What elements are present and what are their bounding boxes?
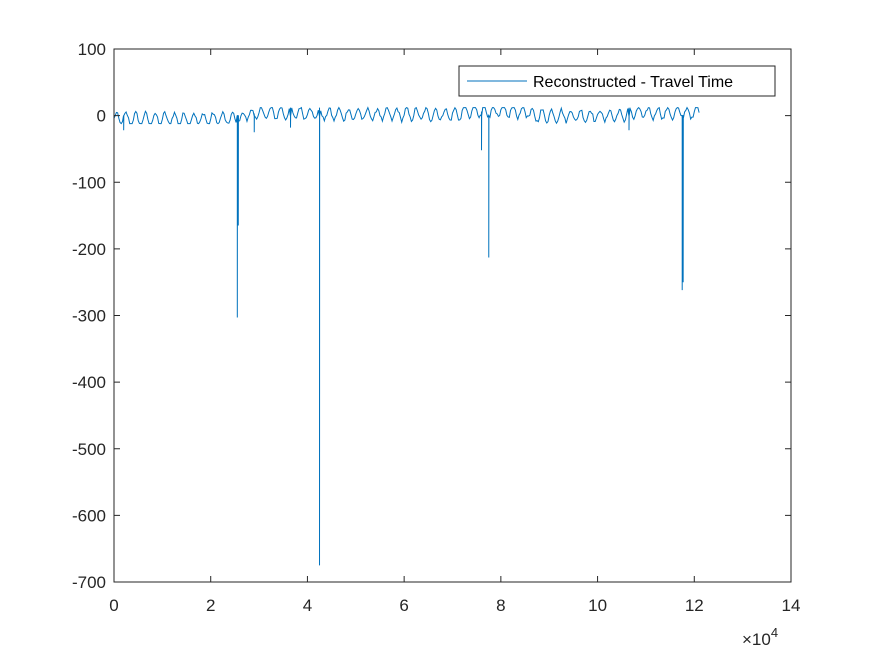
x-tick-label: 10 [588,596,607,615]
x-exponent-label: ×104 [742,625,778,649]
legend-entry-label: Reconstructed - Travel Time [533,74,733,91]
y-tick-label: -700 [72,573,106,592]
y-tick-label: -600 [72,506,106,525]
y-tick-label: -200 [72,240,106,259]
tick-labels-layer: 0 2 4 6 8 10 12 14 100 0 -100 -200 -300 -400 -500 -600 -… [72,40,800,615]
x-tick-label: 4 [303,596,312,615]
series-line-reconstructed-travel-time [113,106,700,566]
plot-area [114,49,791,582]
x-exponent-base: ×10 [742,630,771,649]
x-exponent-power: 4 [771,625,778,640]
x-tick-label: 2 [206,596,215,615]
y-tick-label: 100 [78,40,106,59]
x-tick-label: 0 [109,596,118,615]
series-layer [113,106,700,566]
y-tick-label: -500 [72,440,106,459]
y-tick-label: -400 [72,373,106,392]
legend: Reconstructed - Travel Time [458,65,776,97]
x-tick-label: 12 [685,596,704,615]
x-tick-label: 6 [399,596,408,615]
y-tick-label: 0 [97,107,106,126]
y-tick-label: -100 [72,173,106,192]
x-tick-label: 14 [782,596,801,615]
ticks-layer [113,48,792,583]
x-tick-label: 8 [496,596,505,615]
y-tick-label: -300 [72,307,106,326]
